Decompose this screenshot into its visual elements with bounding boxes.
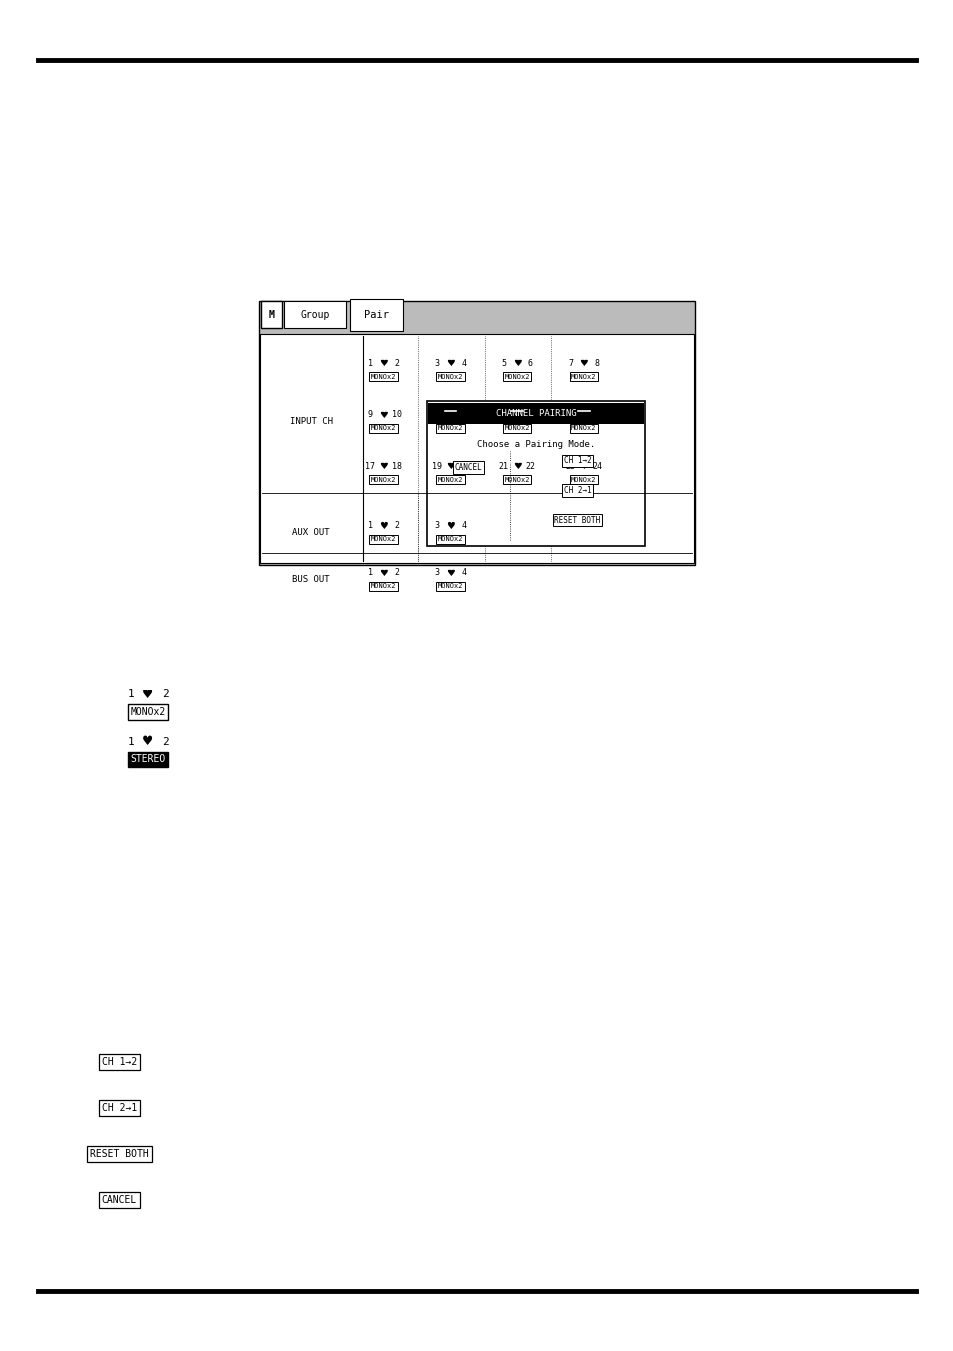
Text: ♥: ♥ <box>445 409 455 420</box>
Text: MONOx2: MONOx2 <box>437 374 462 380</box>
Text: 1: 1 <box>367 521 373 530</box>
Text: 1: 1 <box>367 569 373 577</box>
Text: 9: 9 <box>367 411 373 419</box>
Text: MONOx2: MONOx2 <box>131 707 165 717</box>
Text: 4: 4 <box>460 521 466 530</box>
Text: 10: 10 <box>392 411 401 419</box>
Text: MONOx2: MONOx2 <box>504 374 529 380</box>
Text: MONOx2: MONOx2 <box>371 374 395 380</box>
Text: 21: 21 <box>498 462 508 470</box>
Text: ♥: ♥ <box>578 358 588 369</box>
Text: Pair: Pair <box>363 309 389 320</box>
Text: CANCEL: CANCEL <box>102 1194 136 1205</box>
Text: ♥: ♥ <box>142 735 153 748</box>
Text: RESET BOTH: RESET BOTH <box>90 1148 149 1159</box>
Text: INPUT CH: INPUT CH <box>289 417 333 426</box>
Text: 2: 2 <box>394 569 399 577</box>
FancyBboxPatch shape <box>427 401 644 546</box>
Text: ♥: ♥ <box>512 461 521 471</box>
Text: MONOx2: MONOx2 <box>371 536 395 542</box>
Text: 6: 6 <box>527 359 533 367</box>
Text: ♥: ♥ <box>578 409 588 420</box>
Text: Choose a Pairing Mode.: Choose a Pairing Mode. <box>476 440 595 449</box>
Text: ♥: ♥ <box>378 409 388 420</box>
Text: MONOx2: MONOx2 <box>571 477 596 482</box>
Text: 14: 14 <box>525 411 535 419</box>
Text: 1: 1 <box>367 359 373 367</box>
Text: CANCEL: CANCEL <box>455 463 482 471</box>
Text: RESET BOTH: RESET BOTH <box>554 516 600 524</box>
Text: 5: 5 <box>500 359 506 367</box>
FancyBboxPatch shape <box>284 301 346 328</box>
Text: ♥: ♥ <box>445 520 455 531</box>
Text: ♥: ♥ <box>378 358 388 369</box>
FancyBboxPatch shape <box>259 301 694 565</box>
Text: MONOx2: MONOx2 <box>571 426 596 431</box>
Text: 23: 23 <box>565 462 575 470</box>
FancyBboxPatch shape <box>428 403 643 424</box>
Text: 2: 2 <box>161 689 169 700</box>
Text: CH 2→1: CH 2→1 <box>563 486 591 494</box>
Text: ♥: ♥ <box>512 358 521 369</box>
Text: 7: 7 <box>567 359 573 367</box>
Text: MONOx2: MONOx2 <box>504 426 529 431</box>
Text: M: M <box>269 309 274 320</box>
Text: 2: 2 <box>394 359 399 367</box>
Text: MONOx2: MONOx2 <box>504 477 529 482</box>
Text: ♥: ♥ <box>578 461 588 471</box>
Text: ♥: ♥ <box>445 358 455 369</box>
Text: Group: Group <box>300 309 330 320</box>
Text: MONOx2: MONOx2 <box>371 584 395 589</box>
Text: ♥: ♥ <box>378 520 388 531</box>
Text: 1: 1 <box>127 736 134 747</box>
Text: CH 2→1: CH 2→1 <box>102 1102 136 1113</box>
Text: MONOx2: MONOx2 <box>437 584 462 589</box>
Text: ♥: ♥ <box>378 567 388 578</box>
Text: 22: 22 <box>525 462 535 470</box>
Text: 2: 2 <box>161 736 169 747</box>
Text: CH 1→2: CH 1→2 <box>102 1056 136 1067</box>
Text: ♥: ♥ <box>512 409 521 420</box>
FancyBboxPatch shape <box>261 301 282 328</box>
Text: AUX OUT: AUX OUT <box>292 528 330 536</box>
FancyBboxPatch shape <box>260 334 693 563</box>
Text: 16: 16 <box>592 411 601 419</box>
Text: 24: 24 <box>592 462 601 470</box>
Text: 3: 3 <box>434 521 439 530</box>
Text: CHANNEL PAIRING: CHANNEL PAIRING <box>496 409 576 417</box>
Text: 17: 17 <box>365 462 375 470</box>
Text: 3: 3 <box>434 359 439 367</box>
Text: 4: 4 <box>460 569 466 577</box>
Text: ♥: ♥ <box>142 688 153 701</box>
Text: 1: 1 <box>127 689 134 700</box>
Text: BUS OUT: BUS OUT <box>292 576 330 584</box>
Text: 15: 15 <box>565 411 575 419</box>
FancyBboxPatch shape <box>350 299 402 331</box>
Text: ♥: ♥ <box>378 461 388 471</box>
Text: MONOx2: MONOx2 <box>371 477 395 482</box>
Text: 11: 11 <box>432 411 441 419</box>
Text: ♥: ♥ <box>445 461 455 471</box>
Text: MONOx2: MONOx2 <box>371 426 395 431</box>
Text: 13: 13 <box>498 411 508 419</box>
Text: 12: 12 <box>458 411 468 419</box>
Text: 2: 2 <box>394 521 399 530</box>
Text: 19: 19 <box>432 462 441 470</box>
Text: MONOx2: MONOx2 <box>437 477 462 482</box>
Text: MONOx2: MONOx2 <box>437 536 462 542</box>
Text: CH 1→2: CH 1→2 <box>563 457 591 465</box>
Text: MONOx2: MONOx2 <box>571 374 596 380</box>
Text: 18: 18 <box>392 462 401 470</box>
Text: MONOx2: MONOx2 <box>437 426 462 431</box>
Text: 4: 4 <box>460 359 466 367</box>
Text: STEREO: STEREO <box>131 754 165 765</box>
Text: ♥: ♥ <box>445 567 455 578</box>
Text: 3: 3 <box>434 569 439 577</box>
Text: 20: 20 <box>458 462 468 470</box>
Text: 8: 8 <box>594 359 599 367</box>
